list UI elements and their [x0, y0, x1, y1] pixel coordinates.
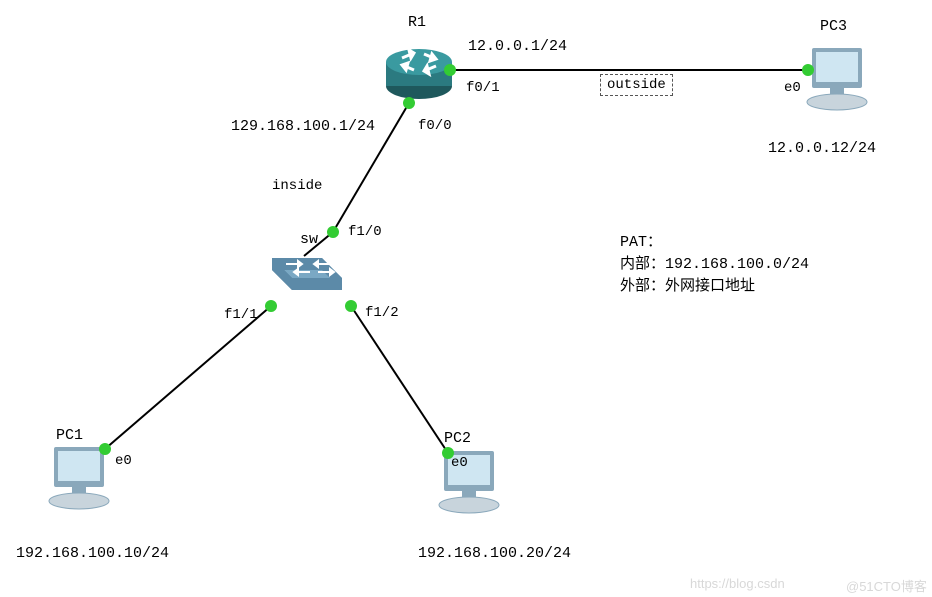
pat-line1: PAT： [620, 230, 662, 251]
pat-line2: 内部：192.168.100.0/24 [620, 252, 809, 273]
sw-label: sw [300, 231, 318, 248]
port-dot [444, 64, 456, 76]
pc2-e0: e0 [451, 455, 468, 471]
port-dot [327, 226, 339, 238]
sw-f12: f1/2 [365, 305, 399, 321]
pc3 [804, 44, 876, 121]
sw-f10: f1/0 [348, 224, 382, 240]
link-sw-pc2 [351, 306, 448, 453]
r1-f00: f0/0 [418, 118, 452, 134]
pc3-ip: 12.0.0.12/24 [768, 140, 876, 157]
outside-label: outside [600, 74, 673, 96]
r1-label: R1 [408, 14, 426, 31]
watermark-right: @51CTO博客 [846, 576, 927, 595]
pc1-ip: 192.168.100.10/24 [16, 545, 169, 562]
r1-f01: f0/1 [466, 80, 500, 96]
r1-top-ip: 12.0.0.1/24 [468, 38, 567, 55]
switch-sw [268, 248, 346, 306]
pc1-label: PC1 [56, 427, 83, 444]
inside-label: inside [272, 178, 322, 194]
pc3-label: PC3 [820, 18, 847, 35]
pc2-label: PC2 [444, 430, 471, 447]
port-dot [345, 300, 357, 312]
r1-left-ip: 129.168.100.1/24 [231, 118, 375, 135]
pc3-e0: e0 [784, 80, 801, 96]
port-dot [403, 97, 415, 109]
sw-f11: f1/1 [224, 307, 258, 323]
pat-line3: 外部：外网接口地址 [620, 274, 755, 295]
port-dot [99, 443, 111, 455]
pc1-e0: e0 [115, 453, 132, 469]
link-sw-pc1 [105, 306, 271, 449]
watermark-left: https://blog.csdn [690, 576, 785, 591]
port-dot [265, 300, 277, 312]
pc2-ip: 192.168.100.20/24 [418, 545, 571, 562]
port-dot [802, 64, 814, 76]
